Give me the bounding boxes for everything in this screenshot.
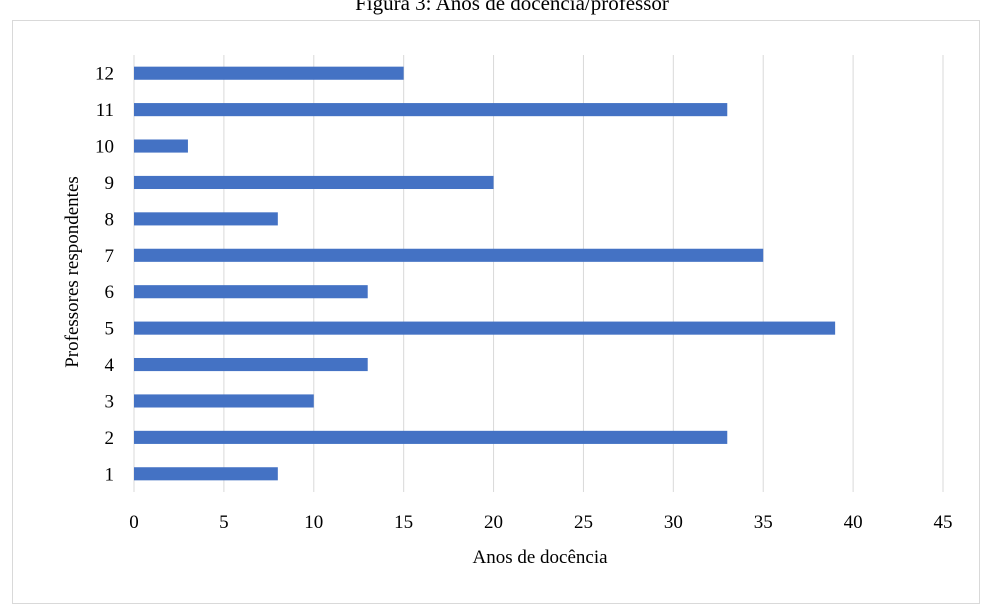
bar-10 <box>134 139 188 153</box>
gridlines <box>133 55 944 492</box>
x-tick-label: 20 <box>484 512 503 533</box>
bar-11 <box>134 103 728 117</box>
x-tick-label: 10 <box>304 512 323 533</box>
y-tick-label: 4 <box>105 355 115 376</box>
x-tick-label: 15 <box>394 512 413 533</box>
bar-9 <box>134 175 494 190</box>
y-axis-label: Professores respondentes <box>62 176 83 368</box>
bar-3 <box>134 394 314 408</box>
y-tick-label: 10 <box>95 137 114 158</box>
chart-frame <box>12 20 980 604</box>
x-tick-label: 25 <box>574 512 593 533</box>
x-tick-label: 40 <box>844 512 863 533</box>
y-tick-label: 9 <box>105 173 115 194</box>
x-tick-label: 5 <box>219 512 229 533</box>
x-tick-label: 45 <box>934 512 953 533</box>
y-tick-label: 3 <box>105 391 115 412</box>
x-axis-label: Anos de docência <box>472 547 608 568</box>
y-tick-label: 6 <box>105 282 115 303</box>
x-axis-ticks: 0 5 10 15 20 25 30 35 40 45 <box>129 512 952 533</box>
y-tick-label: 11 <box>96 100 114 121</box>
bar-5 <box>134 321 836 335</box>
y-tick-label: 12 <box>95 64 114 85</box>
x-tick-label: 0 <box>129 512 139 533</box>
bar-6 <box>134 285 368 299</box>
bar-series <box>134 66 836 481</box>
bar-4 <box>134 357 368 372</box>
y-tick-label: 8 <box>105 209 115 230</box>
bar-1 <box>134 467 278 481</box>
bar-2 <box>134 430 728 444</box>
y-tick-label: 1 <box>105 464 115 485</box>
y-tick-label: 5 <box>105 319 115 340</box>
y-tick-label: 2 <box>105 428 115 449</box>
y-tick-label: 7 <box>105 246 115 267</box>
bar-7 <box>134 248 764 262</box>
x-tick-label: 30 <box>664 512 683 533</box>
figure-title: Figura 3: Anos de docência/professor <box>355 0 669 15</box>
bar-8 <box>134 212 278 226</box>
x-tick-label: 35 <box>754 512 773 533</box>
bar-12 <box>134 66 404 80</box>
